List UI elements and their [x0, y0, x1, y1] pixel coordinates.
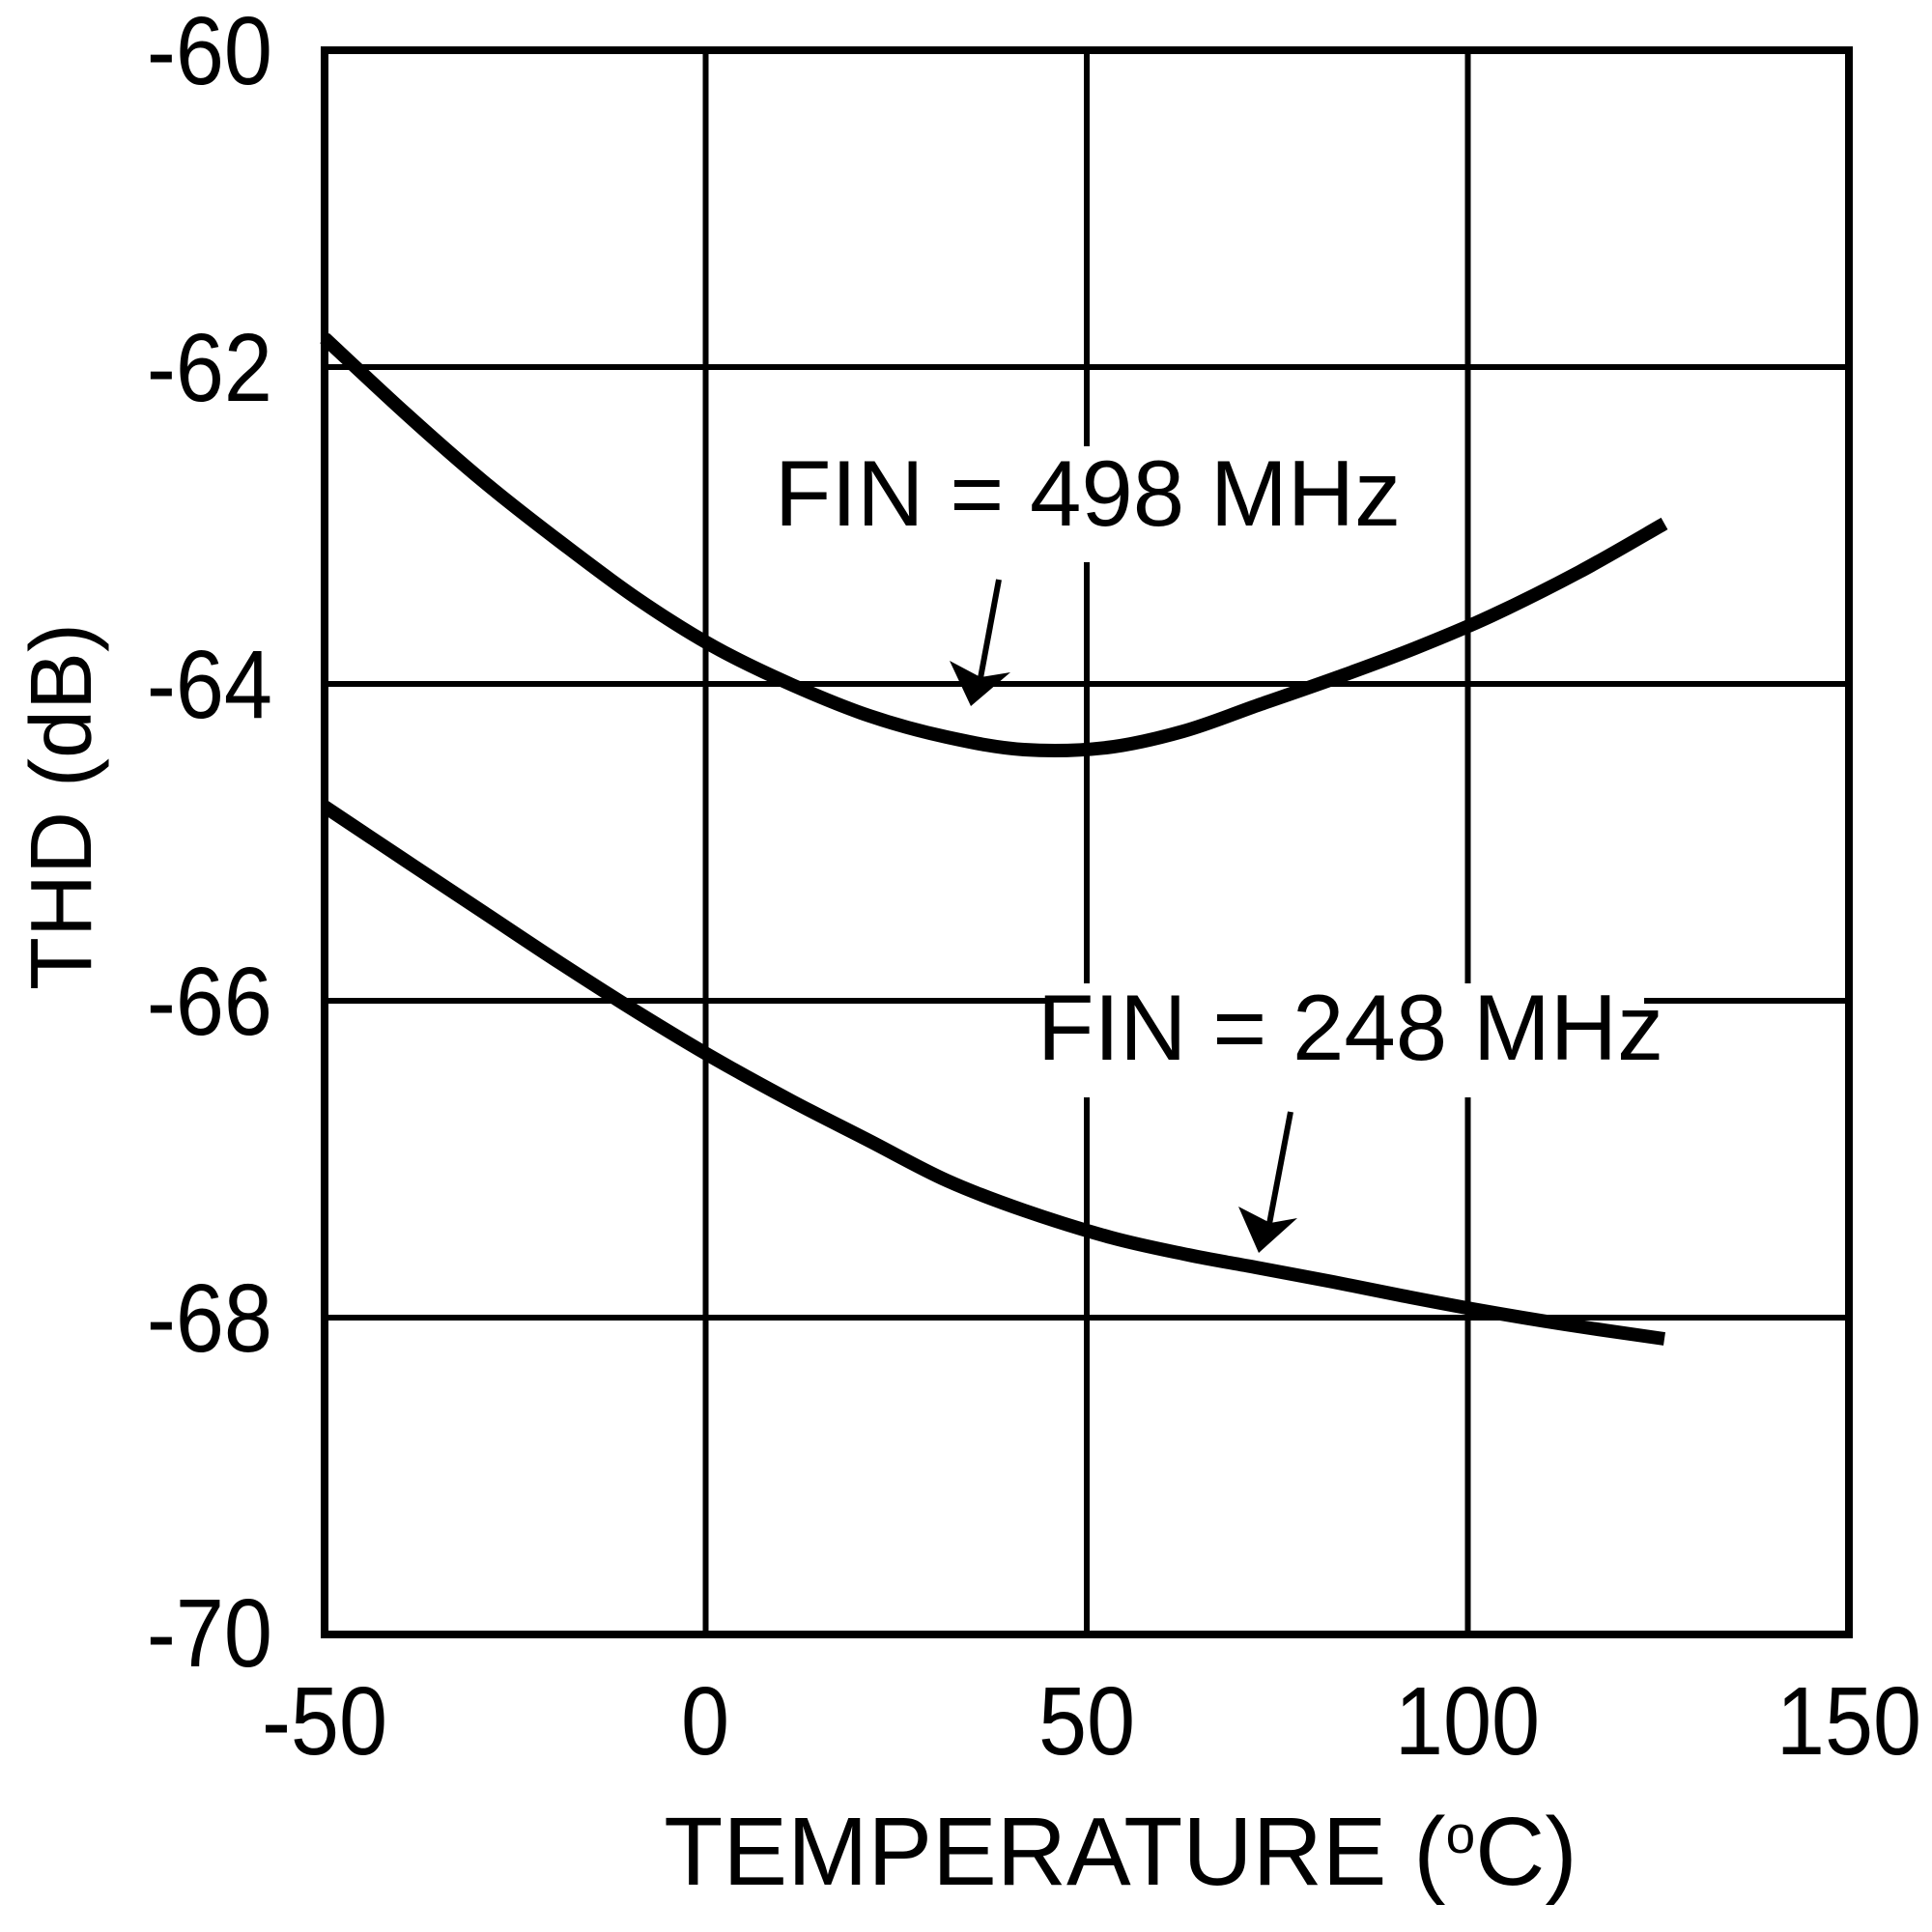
svg-text:-68: -68 [147, 1265, 272, 1373]
svg-text:FIN = 498 MHz: FIN = 498 MHz [775, 442, 1401, 547]
svg-text:150: 150 [1776, 1668, 1921, 1776]
svg-text:100: 100 [1395, 1668, 1540, 1776]
svg-text:TEMPERATURE (oC): TEMPERATURE (oC) [664, 1798, 1577, 1906]
svg-text:0: 0 [681, 1668, 729, 1776]
svg-text:FIN = 248 MHz: FIN = 248 MHz [1037, 977, 1663, 1081]
svg-text:-70: -70 [147, 1580, 272, 1688]
svg-text:-62: -62 [147, 315, 272, 422]
svg-text:-66: -66 [147, 949, 272, 1056]
svg-text:-50: -50 [262, 1668, 387, 1776]
svg-text:THD (dB): THD (dB) [14, 623, 110, 990]
svg-text:-60: -60 [147, 0, 272, 105]
svg-text:-64: -64 [147, 632, 272, 739]
svg-text:50: 50 [1038, 1668, 1135, 1776]
